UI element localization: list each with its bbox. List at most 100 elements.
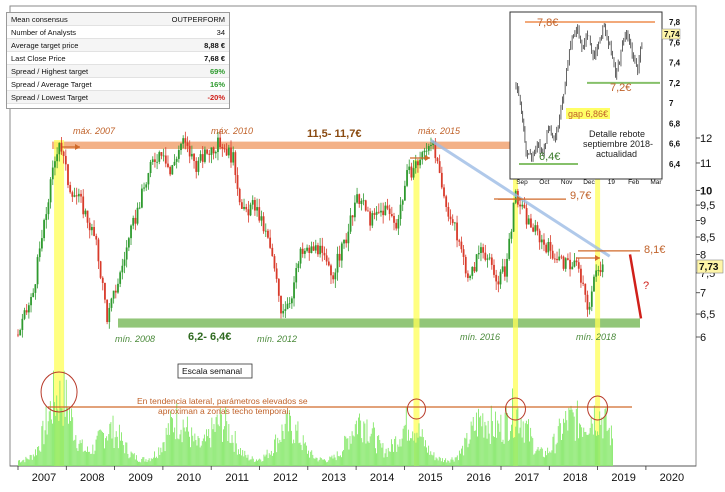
volume-bar	[240, 448, 241, 466]
volume-bar	[24, 462, 26, 466]
volume-bar	[558, 418, 560, 466]
volume-bar	[283, 438, 285, 466]
candle-down	[195, 161, 198, 172]
candle-up	[521, 204, 524, 207]
volume-bar	[554, 453, 556, 466]
volume-bar	[174, 427, 176, 466]
volume-bar	[598, 434, 600, 466]
candle-up	[23, 310, 26, 319]
volume-bar	[534, 453, 536, 466]
volume-bar	[290, 415, 291, 466]
volume-bar	[252, 458, 254, 466]
volume-bar	[59, 380, 61, 466]
candle-down	[62, 151, 65, 156]
volume-bar	[112, 415, 114, 466]
x-tick-label: 2019	[611, 472, 635, 484]
volume-bar	[286, 410, 288, 466]
scale-box	[177, 363, 253, 379]
volume-bar	[213, 424, 215, 466]
volume-bar	[120, 440, 121, 466]
volume-bar	[74, 439, 76, 466]
consensus-row-value: 8,88 €	[204, 40, 225, 50]
candle-down	[447, 206, 450, 217]
volume-bar	[602, 438, 604, 466]
volume-bar	[231, 434, 233, 466]
volume-bar	[415, 442, 417, 466]
candle-down	[549, 241, 552, 251]
candle-down	[440, 172, 443, 188]
volume-bar	[191, 427, 193, 466]
volume-bar	[531, 436, 533, 466]
volume-bar	[216, 414, 218, 466]
candle-up	[360, 200, 363, 204]
volume-bar	[236, 454, 238, 466]
volume-bar	[467, 447, 469, 466]
volume-bar	[41, 426, 43, 466]
volume-bar	[21, 461, 23, 466]
volume-bar	[250, 459, 252, 466]
volume-bar	[140, 462, 142, 466]
candle-up	[593, 276, 595, 292]
candle-up	[571, 266, 574, 270]
volume-bar	[593, 405, 595, 466]
volume-bar	[447, 460, 449, 466]
volume-bar	[91, 453, 93, 466]
candle-up	[173, 161, 176, 166]
volume-bar	[457, 460, 459, 466]
volume-bar	[189, 436, 190, 466]
volume-bar	[395, 436, 397, 466]
volume-bar	[557, 426, 559, 466]
volume-bar	[502, 439, 504, 466]
consensus-row: Average target price 8,88 €	[7, 39, 229, 52]
candle-up	[506, 258, 508, 277]
volume-bar	[426, 447, 427, 466]
volume-bar	[179, 434, 181, 466]
volume-bar	[513, 437, 515, 466]
candle-up	[336, 253, 339, 273]
inset-x-ticks: Sep Oct Nov Dec 19 Feb Mar	[516, 179, 662, 186]
candle-down	[538, 230, 541, 243]
volume-bar	[122, 440, 124, 466]
candle-up	[197, 160, 200, 172]
volume-bar	[310, 451, 312, 466]
inset-y-tick-label: 7	[669, 99, 674, 108]
volume-bar	[42, 420, 44, 466]
candle-up	[499, 271, 502, 285]
candle-up	[399, 204, 402, 219]
candle-down	[230, 147, 232, 163]
candle-up	[217, 137, 219, 153]
volume-bar	[479, 417, 481, 466]
consensus-row: Spread / Lowest Target -20%	[7, 91, 229, 104]
volume-bar	[118, 424, 120, 466]
candle-down	[325, 255, 328, 262]
volume-bar	[461, 448, 463, 466]
candle-up	[403, 185, 406, 201]
volume-bar	[94, 450, 96, 466]
inset-y-tick-label: 7,6	[669, 38, 681, 47]
candle-up	[380, 210, 382, 213]
volume-bar	[430, 451, 432, 466]
volume-bar	[453, 461, 455, 466]
volume-bar	[577, 438, 579, 466]
volume-bar	[462, 445, 464, 466]
candle-up	[190, 153, 193, 157]
volume-bar	[315, 457, 317, 466]
volume-bar	[414, 433, 416, 466]
candle-down	[184, 138, 187, 143]
volume-bar	[545, 450, 546, 466]
candle-up	[527, 218, 530, 225]
volume-bar	[601, 417, 603, 466]
candle-down	[280, 295, 282, 314]
volume-bar	[325, 460, 326, 466]
volume-bar	[295, 424, 297, 466]
inset-last-price-label: 7,74	[664, 30, 680, 39]
candle-down	[493, 264, 495, 275]
candle-up	[110, 298, 113, 308]
volume-bar	[393, 451, 394, 466]
candle-up	[356, 194, 358, 203]
volume-bar	[82, 451, 84, 466]
candle-up	[108, 307, 111, 323]
volume-bar	[587, 435, 589, 466]
y-tick-label: 6,5	[700, 309, 715, 321]
candle-down	[536, 225, 539, 231]
